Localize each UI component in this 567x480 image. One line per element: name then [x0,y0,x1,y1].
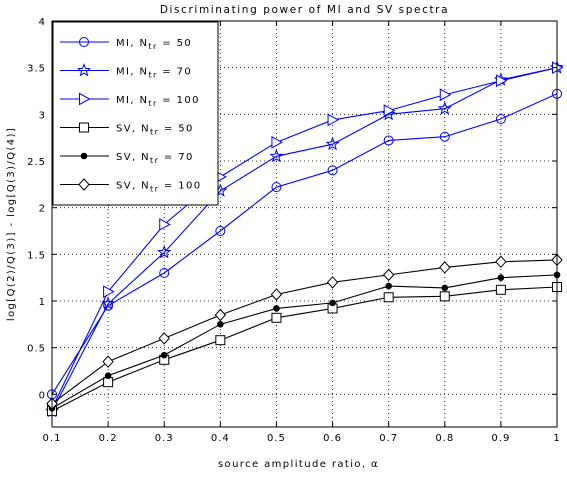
data-point [441,284,449,292]
data-point [158,332,170,345]
series-5 [48,271,561,412]
y-tick-label: 0 [39,390,46,401]
series-line [51,67,558,409]
data-point [215,335,226,346]
x-tick-label: 0.5 [267,433,286,444]
y-axis-label: log[Q(2)/Q(3)] - log[Q(3)/Q(4)] [6,127,17,321]
data-point [326,276,339,289]
y-tick-label: 2 [39,204,46,215]
x-tick-label: 0.2 [99,433,118,444]
legend-label: MI, Ntr = 50 [116,38,192,51]
data-point [102,355,114,368]
legend-box [52,21,219,206]
legend-entry: MI, Ntr = 70 [60,63,192,80]
x-tick-label: 0.6 [323,433,342,444]
data-point [269,148,284,163]
data-point [271,135,283,149]
y-tick-label: 1.5 [27,250,46,261]
y-tick-label: 3.5 [27,64,46,75]
y-tick-label: 2.5 [27,157,46,168]
legend-label: MI, Ntr = 100 [116,95,200,108]
legend-marker [79,37,89,47]
legend-marker [79,92,91,106]
series-line [51,259,558,405]
legend-marker [78,178,90,191]
data-point [497,274,505,281]
data-point [325,136,340,151]
series-line [51,93,558,395]
y-tick-label: 3 [39,110,46,121]
legend-entry: MI, Ntr = 50 [60,37,192,51]
series-4 [47,282,562,417]
data-point [383,135,394,146]
data-point [383,292,394,303]
ticks: 0.1 0.2 0.3 0.4 0.5 0.6 0.7 0.8 0.9 1 0 0.5 1 1.5 2 2.5… [27,17,560,444]
legend-marker [76,63,92,77]
series-line [51,286,558,412]
data-point [160,351,168,359]
x-tick-label: 0.1 [43,433,62,444]
data-point [104,372,112,379]
legend-label: MI, Ntr = 70 [116,67,192,80]
plot-frame [51,20,558,428]
legend-entry: SV, Ntr = 100 [60,178,202,194]
legend-label: SV, Ntr = 100 [116,181,202,194]
data-point [273,305,280,312]
y-tick-label: 1 [39,297,46,308]
data-point [103,300,114,311]
data-point [215,226,226,236]
legend-entry: SV, Ntr = 70 [60,152,194,165]
series-3 [47,61,564,415]
data-point [437,101,452,115]
series-line [51,274,558,409]
data-point [439,131,450,142]
data-point [495,255,507,269]
data-point [270,288,283,301]
legend-entry: MI, Ntr = 100 [60,92,200,108]
data-point [157,245,172,259]
legend-label: SV, Ntr = 50 [116,124,194,137]
series-6 [46,253,563,410]
data-point [382,268,395,282]
data-point [103,285,115,299]
legend-label: SV, Ntr = 70 [116,152,194,165]
data-point [439,88,452,102]
data-point [385,282,392,290]
legend: MI, Ntr = 50 MI, Ntr = 70 MI, Ntr = 100 SV,… [52,21,219,206]
x-tick-label: 0.9 [491,433,510,444]
series-line [51,67,558,412]
data-point [271,182,282,193]
x-axis-label: source amplitude ratio, α [218,459,379,470]
data-point [327,165,338,176]
data-point [329,299,336,307]
x-tick-label: 1 [553,433,560,444]
data-point [103,377,114,388]
data-point [383,104,396,117]
data-point [439,261,451,274]
data-point [159,268,170,278]
y-tick-label: 4 [39,17,46,28]
x-tick-label: 0.7 [379,433,398,444]
data-point [271,312,282,323]
legend-entry: SV, Ntr = 50 [60,122,194,137]
y-tick-label: 0.5 [27,344,46,355]
data-point [439,291,450,302]
x-tick-label: 0.8 [435,433,454,444]
legend-marker [79,122,89,133]
data-point [495,284,506,295]
x-tick-label: 0.3 [155,433,174,444]
data-point [495,114,506,124]
data-point [214,308,227,322]
data-point [159,218,171,231]
legend-marker [80,152,88,160]
data-point [495,74,508,88]
data-point [327,113,340,127]
data-point [217,321,224,328]
x-tick-label: 0.4 [211,433,230,444]
chart-title: Discriminating power of MI and SV spectr… [160,4,449,16]
